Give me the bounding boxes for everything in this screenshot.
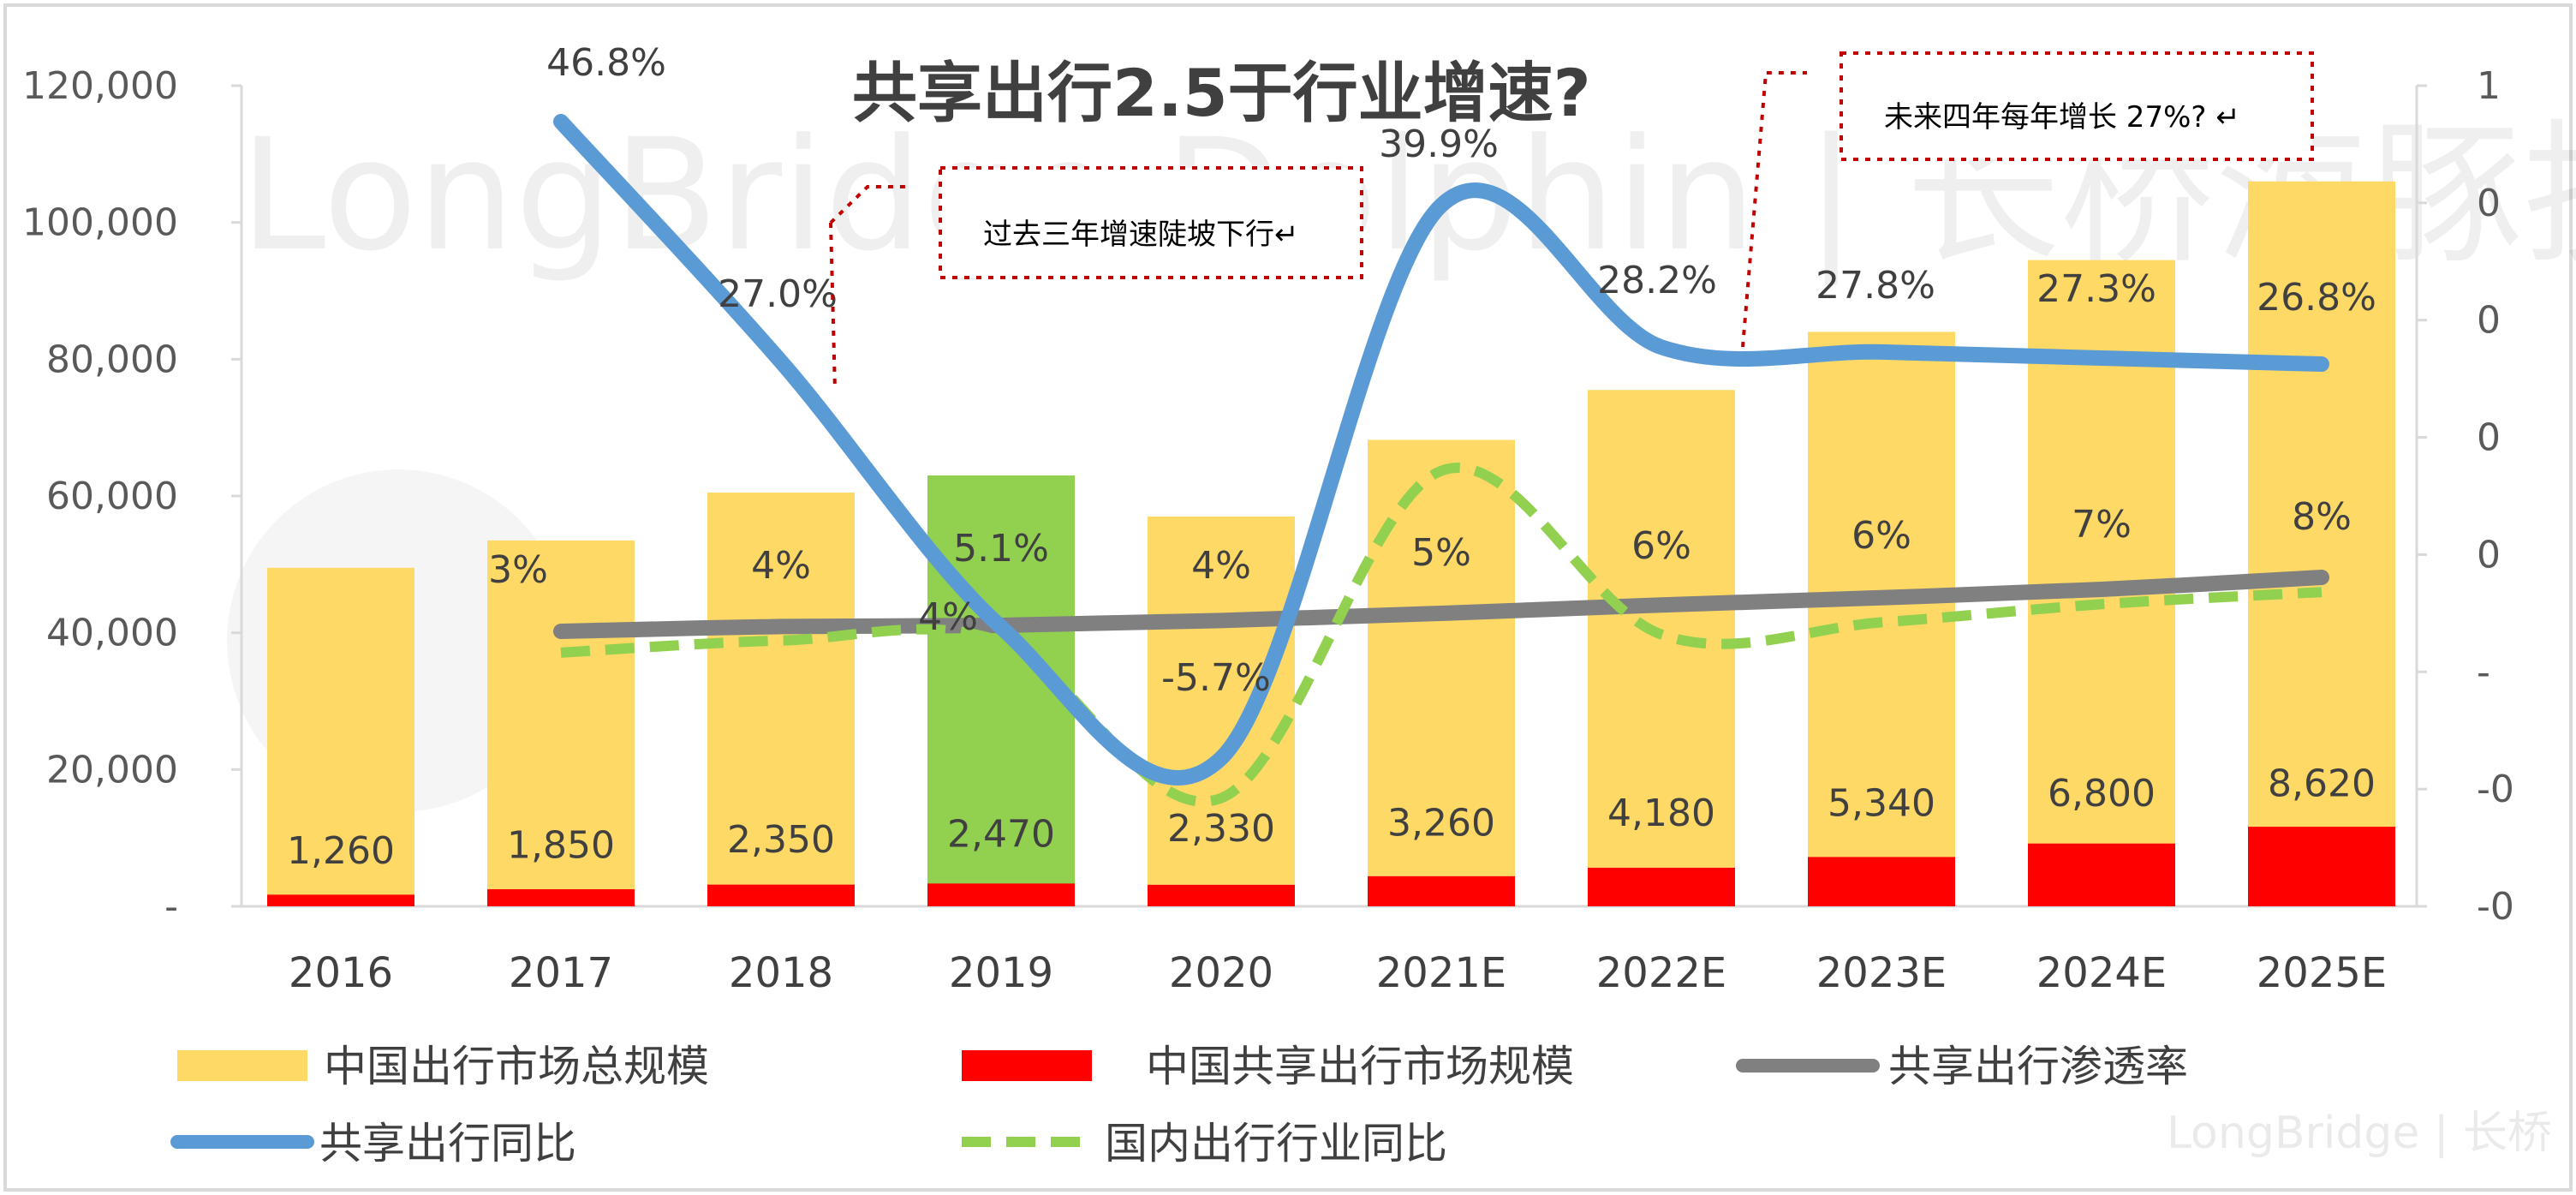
bar-total-market bbox=[2248, 181, 2395, 906]
annotation-text-1: 过去三年增速陡坡下行↵ bbox=[983, 218, 1299, 252]
data-label-shared-yoy: 27.0% bbox=[718, 272, 838, 316]
data-label-shared-market: 2,330 bbox=[1167, 807, 1275, 851]
y-tick-label-right: 1 bbox=[2477, 64, 2501, 108]
legend-label-shared-yoy: 共享出行同比 bbox=[319, 1119, 576, 1168]
x-tick-label: 2017 bbox=[509, 949, 613, 997]
bar-shared-market bbox=[487, 889, 635, 906]
bar-shared-market bbox=[267, 894, 414, 906]
lines bbox=[553, 114, 2329, 807]
data-label-shared-market: 5,340 bbox=[1828, 782, 1935, 826]
data-label-industry-growth: 6% bbox=[1631, 524, 1691, 568]
bar-shared-market bbox=[2028, 843, 2175, 906]
y-tick-label-left: 20,000 bbox=[46, 748, 178, 792]
y-tick-label-right: 0 bbox=[2477, 416, 2501, 460]
x-tick-label: 2023E bbox=[1816, 949, 1947, 997]
y-tick-label-left: 80,000 bbox=[46, 338, 178, 381]
y-tick-label-left: 60,000 bbox=[46, 475, 178, 518]
y-tick-label-left: 40,000 bbox=[46, 612, 178, 655]
data-label-industry-growth: 4% bbox=[1191, 544, 1251, 588]
legend-swatch-shared-market bbox=[962, 1050, 1092, 1081]
bar-shared-market bbox=[2248, 827, 2395, 906]
legend-label-shared-market: 中国共享出行市场规模 bbox=[1146, 1042, 1574, 1091]
y-tick-label-left: 100,000 bbox=[22, 201, 178, 245]
y-tick-label-right: -0 bbox=[2477, 885, 2514, 929]
data-label-shared-yoy: 27.3% bbox=[2036, 267, 2156, 311]
legend-label-total-market: 中国出行市场总规模 bbox=[324, 1042, 709, 1091]
x-tick-label: 2018 bbox=[729, 949, 833, 997]
bar-total-market bbox=[267, 567, 414, 906]
annotation-next-four-years: 未来四年每年增长 27%? ↵ bbox=[1741, 51, 2314, 348]
data-label-shared-market: 3,260 bbox=[1387, 802, 1495, 845]
y-tick-label-left: - bbox=[164, 885, 178, 929]
annotation-leader-1 bbox=[829, 185, 905, 224]
chart-title: 共享出行2.5于行业增速? bbox=[852, 55, 1591, 131]
y-tick-label-right: - bbox=[2477, 650, 2490, 694]
axes: 120,000 100,000 80,000 60,000 40,000 20,000 - 1… bbox=[22, 64, 2514, 997]
data-label-industry-growth: 7% bbox=[2072, 503, 2132, 547]
annotation-past-three-years: 过去三年增速陡坡下行↵ bbox=[829, 166, 1363, 391]
y-tick-label-right: -0 bbox=[2477, 768, 2514, 811]
data-labels: 1,260 1,850 2,350 2,470 2,330 3,260 4,180 5,340… bbox=[287, 41, 2376, 873]
y-tick-label-right: 0 bbox=[2477, 182, 2501, 225]
legend: 中国出行市场总规模 中国共享出行市场规模 共享出行渗透率 共享出行同比 国内出行… bbox=[170, 1042, 2188, 1168]
bar-total-market bbox=[707, 493, 855, 906]
data-label-shared-market: 8,620 bbox=[2268, 762, 2376, 806]
x-tick-label: 2025E bbox=[2257, 949, 2387, 997]
data-label-shared-yoy: 39.9% bbox=[1379, 122, 1499, 166]
annotation-leader-2 bbox=[1741, 71, 1807, 348]
data-label-shared-yoy: 27.8% bbox=[1816, 264, 1935, 308]
footer-watermark-text: LongBridge | 长桥 bbox=[2167, 1108, 2552, 1159]
legend-label-industry-yoy: 国内出行行业同比 bbox=[1105, 1119, 1447, 1168]
data-label-industry-yoy: 4% bbox=[918, 595, 978, 639]
y-tick-label-right: 0 bbox=[2477, 299, 2501, 343]
data-label-shared-yoy: 28.2% bbox=[1597, 259, 1717, 302]
annotation-box-2 bbox=[1840, 51, 2314, 161]
data-label-industry-growth: 4% bbox=[751, 544, 811, 588]
data-label-shared-market: 2,470 bbox=[947, 813, 1055, 857]
bar-total-market bbox=[1588, 390, 1735, 907]
data-label-shared-yoy: 26.8% bbox=[2257, 276, 2376, 320]
data-label-shared-market: 1,850 bbox=[507, 824, 615, 868]
data-label-shared-market: 1,260 bbox=[287, 829, 395, 873]
x-tick-label: 2016 bbox=[289, 949, 393, 997]
y-tick-label-left: 120,000 bbox=[22, 64, 178, 108]
bar-total-market bbox=[927, 475, 1075, 906]
bar-shared-market bbox=[1148, 884, 1295, 906]
bar-shared-market bbox=[707, 884, 855, 906]
x-tick-label: 2021E bbox=[1376, 949, 1506, 997]
annotation-leader-1b bbox=[829, 222, 837, 391]
x-tick-label: 2024E bbox=[2036, 949, 2167, 997]
data-label-shared-yoy: -5.7% bbox=[1161, 656, 1271, 700]
data-label-shared-market: 2,350 bbox=[727, 818, 835, 862]
bar-total-market bbox=[1368, 439, 1515, 906]
line-shared-yoy bbox=[553, 114, 2329, 786]
data-label-industry-growth: 5.1% bbox=[953, 527, 1049, 571]
bar-shared-market bbox=[1808, 857, 1955, 906]
legend-swatch-total-market bbox=[177, 1050, 307, 1081]
data-label-shared-market: 6,800 bbox=[2048, 772, 2156, 816]
bar-shared-market bbox=[1588, 867, 1735, 906]
line-penetration bbox=[553, 570, 2329, 639]
x-tick-label: 2020 bbox=[1169, 949, 1273, 997]
bar-shared-market bbox=[927, 883, 1075, 906]
y-tick-label-right: 0 bbox=[2477, 533, 2501, 577]
annotation-box-1 bbox=[939, 166, 1363, 279]
data-label-industry-growth: 6% bbox=[1852, 514, 1911, 558]
data-label-industry-growth: 3% bbox=[488, 548, 548, 592]
bar-total-market bbox=[487, 540, 635, 906]
bar-total-market bbox=[1148, 516, 1295, 906]
data-label-shared-yoy: 46.8% bbox=[546, 41, 666, 85]
bar-shared-market bbox=[1368, 875, 1515, 906]
legend-label-penetration: 共享出行渗透率 bbox=[1888, 1042, 2188, 1091]
data-label-shared-market: 4,180 bbox=[1607, 792, 1715, 835]
x-tick-label: 2022E bbox=[1596, 949, 1726, 997]
annotation-text-2: 未来四年每年增长 27%? ↵ bbox=[1884, 100, 2240, 134]
data-label-industry-growth: 5% bbox=[1411, 531, 1471, 575]
line-industry-yoy bbox=[560, 463, 2323, 807]
x-tick-label: 2019 bbox=[949, 949, 1053, 997]
data-label-industry-growth: 8% bbox=[2292, 495, 2352, 539]
bars bbox=[267, 181, 2395, 907]
